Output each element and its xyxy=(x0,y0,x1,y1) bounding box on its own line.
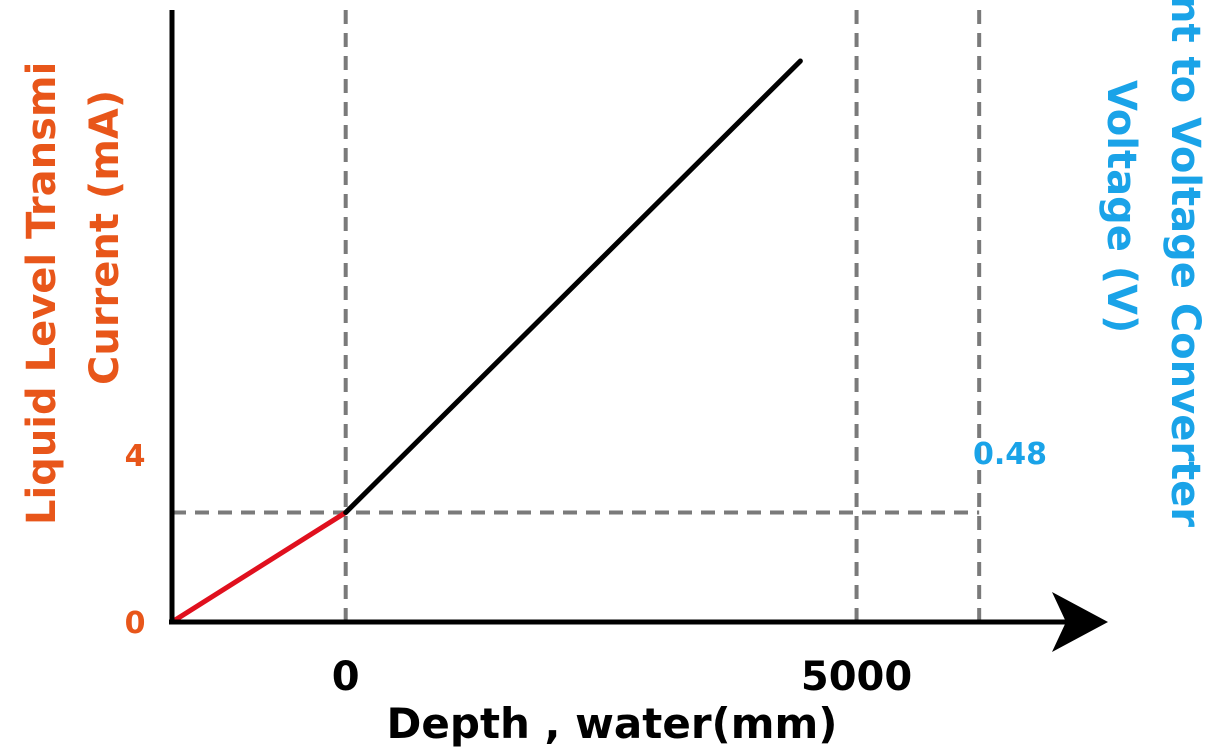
y-axis-right-title-line2: Voltage (V) xyxy=(1098,80,1144,333)
y-axis-left-title: Liquid Level Transmi xyxy=(19,62,65,525)
series-line xyxy=(169,510,349,625)
x-tick-label: 0 xyxy=(332,654,360,700)
y-left-tick-label: 4 xyxy=(125,439,146,474)
y-left-tick-label: 0 xyxy=(125,606,146,641)
grid-lines xyxy=(172,10,982,622)
x-tick-label: 5000 xyxy=(801,654,912,700)
series-line xyxy=(343,58,803,516)
y-axis-right-title: nt to Voltage Converter xyxy=(1162,0,1208,527)
series-lines xyxy=(169,58,803,625)
x-axis-title: Depth , water(mm) xyxy=(387,699,838,748)
y-axis-left-title-line2: Current (mA) xyxy=(82,90,128,385)
x-tick-labels: 0 5000 xyxy=(332,654,912,700)
y-right-tick-label: 0.48 xyxy=(973,437,1047,472)
x-axis-arrowhead xyxy=(1052,592,1108,652)
